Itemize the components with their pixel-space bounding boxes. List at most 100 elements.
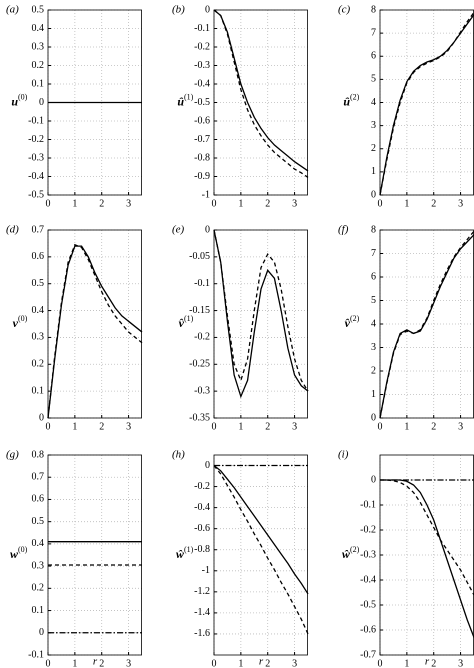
y-tick-label: 4 <box>371 97 376 108</box>
y-tick-label: 0.2 <box>32 583 45 594</box>
x-axis-label: r <box>425 656 430 668</box>
x-tick-label: 1 <box>238 198 243 209</box>
y-tick-label: -0.5 <box>28 189 44 200</box>
x-axis-label: r <box>259 656 264 668</box>
y-tick-label: 0.4 <box>32 23 45 34</box>
y-tick-label: -0.5 <box>360 599 376 610</box>
panel-label: (c) <box>338 4 351 16</box>
y-tick-label: 0.4 <box>32 305 45 316</box>
y-axis-label: v̂ <box>178 316 184 330</box>
y-tick-label: -0.5 <box>194 97 210 108</box>
x-tick-label: 0 <box>46 421 51 432</box>
x-tick-label: 1 <box>238 658 243 668</box>
panel: -0.35 -0.3 -0.25 -0.2 -0.15 -0.1 -0.05 0 0 1 2 3 (e)… <box>172 224 309 432</box>
y-tick-label: -0.4 <box>194 78 210 89</box>
plot-frame <box>213 229 308 419</box>
y-tick-label: -0.05 <box>189 251 210 262</box>
y-axis-label-sup: (1) <box>184 314 194 323</box>
y-tick-label: 6 <box>371 51 376 62</box>
y-axis-label: û <box>343 94 350 108</box>
y-tick-label: 8 <box>371 224 376 235</box>
y-axis-label: ŵ <box>175 547 184 561</box>
y-tick-label: 0.4 <box>32 538 45 549</box>
series-line <box>379 11 474 196</box>
y-tick-label: -0.6 <box>360 624 376 635</box>
x-tick-label: 3 <box>292 421 297 432</box>
x-tick-label: 0 <box>378 421 383 432</box>
y-tick-label: 0.7 <box>32 224 45 235</box>
x-tick-label: 0 <box>212 421 217 432</box>
y-tick-label: 0 <box>39 627 44 638</box>
series-line <box>379 230 474 419</box>
y-axis-label: u <box>11 94 18 108</box>
y-tick-label: -0.9 <box>194 171 210 182</box>
y-tick-label: 0 <box>371 189 376 200</box>
y-tick-label: -0.8 <box>194 152 210 163</box>
panel: 0 1 2 3 4 5 6 7 8 0 1 2 3 (f) v̂ (2) <box>338 224 474 432</box>
y-tick-label: 1 <box>371 389 376 400</box>
y-tick-label: -1.6 <box>194 628 210 639</box>
y-tick-label: -1.4 <box>194 607 210 618</box>
y-tick-label: -0.7 <box>194 134 210 145</box>
x-tick-label: 1 <box>404 421 409 432</box>
plot-frame <box>379 9 474 196</box>
x-tick-label: 1 <box>72 421 77 432</box>
y-tick-label: -0.4 <box>28 171 44 182</box>
y-tick-label: -1.2 <box>194 586 210 597</box>
y-tick-label: 5 <box>371 74 376 85</box>
x-tick-label: 3 <box>292 198 297 209</box>
y-tick-label: 0 <box>205 4 210 15</box>
y-tick-label: 0.1 <box>32 78 45 89</box>
panel: -1.6 -1.4 -1.2 -1 -0.8 -0.6 -0.4 -0.2 0 0 1 2 3 (h) ŵ(… <box>172 449 309 668</box>
y-tick-label: 7 <box>371 27 376 38</box>
series-line <box>213 229 309 399</box>
series-line <box>213 465 309 635</box>
y-tick-label: -1 <box>202 189 210 200</box>
x-tick-label: 2 <box>265 421 270 432</box>
plot-frame <box>213 9 308 196</box>
y-tick-label: -0.6 <box>194 115 210 126</box>
plot-frame <box>213 454 308 656</box>
x-tick-label: 3 <box>458 658 463 668</box>
y-tick-label: -0.2 <box>194 481 210 492</box>
y-tick-label: 2 <box>371 365 376 376</box>
y-tick-label: 0 <box>39 97 44 108</box>
x-tick-label: 2 <box>99 658 104 668</box>
plot-frame <box>47 229 142 419</box>
y-tick-label: 0.1 <box>32 385 45 396</box>
y-tick-label: -0.1 <box>28 649 44 660</box>
y-axis-label-sup: (0) <box>18 92 28 101</box>
y-tick-label: -0.8 <box>194 544 210 555</box>
y-tick-label: 0.8 <box>32 449 45 460</box>
y-tick-label: -0.2 <box>28 134 44 145</box>
y-tick-label: 8 <box>371 4 376 15</box>
y-tick-label: 0 <box>205 460 210 471</box>
plot-frame <box>47 9 142 196</box>
y-tick-label: 1 <box>371 166 376 177</box>
y-axis-label-sup: (2) <box>350 314 360 323</box>
x-tick-label: 3 <box>458 421 463 432</box>
y-tick-label: 0.5 <box>32 4 45 15</box>
y-tick-label: -0.2 <box>360 524 376 535</box>
x-tick-label: 2 <box>265 198 270 209</box>
plot-frame <box>379 454 474 656</box>
x-tick-label: 2 <box>431 658 436 668</box>
y-tick-label: -0.4 <box>194 502 210 513</box>
y-tick-label: -0.15 <box>189 305 210 316</box>
panel: -0.100.10.20.30.40.50.60.70.80 1 2 3(g)w (0)… <box>6 449 142 668</box>
x-tick-label: 2 <box>99 198 104 209</box>
panel: 0 0.1 0.2 0.3 0.4 0.5 0.6 0.7 0 1 2 3 (d) v (0) <box>6 224 143 432</box>
x-tick-label: 0 <box>46 658 51 668</box>
plot-frame <box>379 229 474 419</box>
x-tick-label: 1 <box>72 198 77 209</box>
x-tick-label: 0 <box>212 198 217 209</box>
y-axis-label-sup: (2) <box>350 545 360 554</box>
x-tick-label: 2 <box>431 198 436 209</box>
x-tick-label: 3 <box>126 198 131 209</box>
panel-label: (i) <box>338 449 349 461</box>
series-line <box>47 243 143 419</box>
y-tick-label: 0 <box>371 412 376 423</box>
y-tick-label: -0.2 <box>194 41 210 52</box>
y-tick-label: 4 <box>371 318 376 329</box>
y-tick-label: 3 <box>371 342 376 353</box>
